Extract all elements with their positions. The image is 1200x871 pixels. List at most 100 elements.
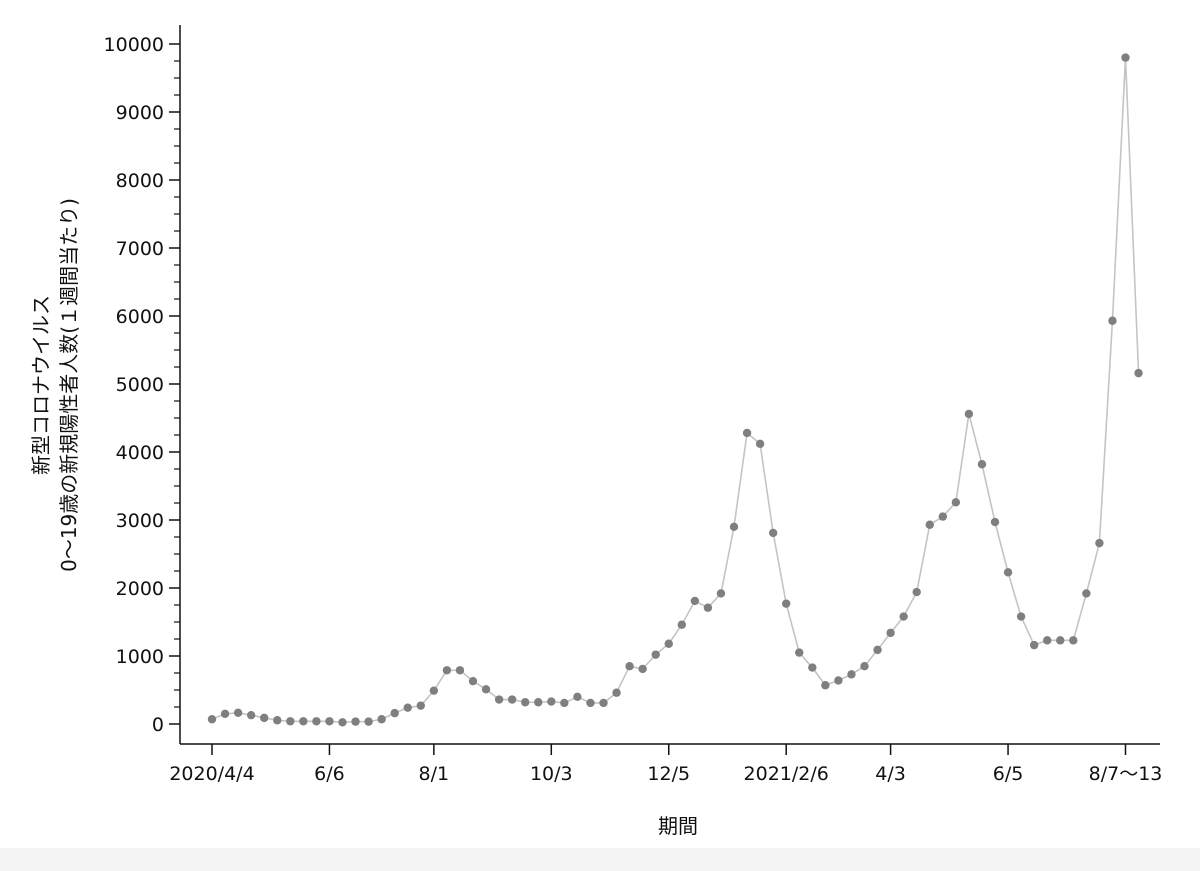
data-point: [795, 648, 804, 657]
chart-axes: [179, 25, 1160, 745]
data-point: [1043, 636, 1052, 645]
y-tick-label: 6000: [116, 306, 164, 328]
data-point: [521, 698, 530, 707]
data-point: [494, 695, 504, 704]
data-point: [246, 710, 256, 720]
data-point: [507, 695, 517, 704]
data-point: [338, 718, 347, 727]
data-point: [1056, 636, 1065, 645]
x-tick-label: 12/5: [647, 763, 690, 785]
y-tick-label: 3000: [116, 510, 164, 532]
data-point: [325, 717, 334, 726]
data-point: [925, 520, 934, 529]
data-point: [938, 512, 947, 521]
series-line: [211, 57, 1140, 724]
data-point: [703, 603, 713, 612]
data-point: [233, 708, 243, 717]
y-tick-label: 2000: [116, 578, 164, 600]
data-point: [586, 698, 595, 708]
data-point: [1121, 53, 1130, 62]
data-point: [1029, 640, 1039, 650]
data-point: [612, 688, 621, 697]
data-point: [429, 686, 439, 695]
data-point: [821, 681, 830, 690]
y-ticks: 0 1000 2000 3000 4000 5000 6000 7000 8000 9000 100…: [104, 34, 180, 736]
x-tick-label: 8/7〜13: [1089, 763, 1163, 785]
data-point: [808, 663, 817, 672]
data-point: [690, 596, 700, 606]
x-tick-label: 4/3: [875, 763, 906, 785]
y-tick-label: 8000: [116, 170, 164, 192]
x-tick-label: 2021/2/6: [744, 763, 829, 785]
data-point: [964, 409, 974, 419]
data-point: [207, 715, 217, 724]
y-tick-label: 5000: [116, 374, 164, 396]
data-point: [273, 716, 282, 725]
data-point: [1069, 636, 1078, 645]
data-point: [990, 517, 1000, 527]
data-point: [390, 708, 399, 718]
data-point: [625, 662, 634, 671]
data-point: [220, 709, 230, 718]
x-tick-label: 6/6: [314, 763, 345, 785]
data-point: [834, 676, 843, 685]
data-point: [951, 498, 961, 507]
data-point: [912, 587, 921, 597]
data-point: [873, 645, 882, 655]
data-point: [599, 698, 608, 708]
data-point: [286, 717, 295, 726]
data-point: [729, 522, 739, 531]
data-point: [716, 589, 726, 598]
data-point: [782, 599, 791, 608]
data-point: [534, 698, 543, 707]
data-point: [1095, 538, 1104, 548]
data-point: [364, 717, 373, 726]
data-point: [1082, 589, 1091, 598]
x-tick-label: 8/1: [419, 763, 450, 785]
data-point: [481, 685, 491, 694]
data-point: [442, 666, 452, 675]
y-axis-title-line-2: 0〜19歳の新規陽性者人数(１週間当たり): [57, 198, 81, 572]
data-point: [455, 666, 465, 675]
data-point: [977, 460, 987, 469]
data-point: [260, 713, 269, 723]
data-point: [755, 439, 765, 449]
data-point: [377, 715, 386, 724]
data-point: [468, 676, 478, 686]
x-ticks: 2020/4/4 6/6 8/1 10/3 12/5 2021/2/6 4/3 6/5 8/7〜…: [169, 744, 1162, 785]
x-tick-label: 6/5: [993, 763, 1024, 785]
data-point: [638, 664, 647, 674]
data-point: [1016, 612, 1026, 621]
data-point: [860, 662, 869, 671]
x-tick-label: 2020/4/4: [169, 763, 254, 785]
y-tick-label: 0: [152, 714, 164, 736]
y-axis-title-line-1: 新型コロナウイルス: [29, 295, 53, 475]
data-point: [351, 717, 360, 726]
data-point: [416, 701, 425, 710]
data-point: [312, 717, 321, 726]
data-point: [886, 628, 895, 638]
data-point: [742, 428, 752, 438]
data-point: [547, 697, 556, 706]
data-point: [1108, 316, 1117, 325]
data-point: [651, 650, 660, 659]
data-point: [677, 620, 686, 629]
data-point: [560, 698, 569, 708]
y-axis-title: 新型コロナウイルス 0〜19歳の新規陽性者人数(１週間当たり): [29, 198, 81, 572]
x-axis-title: 期間: [658, 814, 698, 838]
bottom-strip: [0, 848, 1200, 871]
data-point: [1134, 368, 1143, 378]
y-tick-label: 10000: [104, 34, 164, 56]
data-point: [299, 717, 308, 726]
series-layer: [207, 53, 1143, 727]
data-point: [768, 528, 778, 538]
y-tick-label: 7000: [116, 238, 164, 260]
data-point: [847, 670, 856, 679]
y-tick-label: 9000: [116, 102, 164, 124]
y-tick-label: 4000: [116, 442, 164, 464]
data-point: [664, 639, 673, 648]
data-point: [403, 703, 412, 712]
data-point: [1003, 568, 1013, 577]
